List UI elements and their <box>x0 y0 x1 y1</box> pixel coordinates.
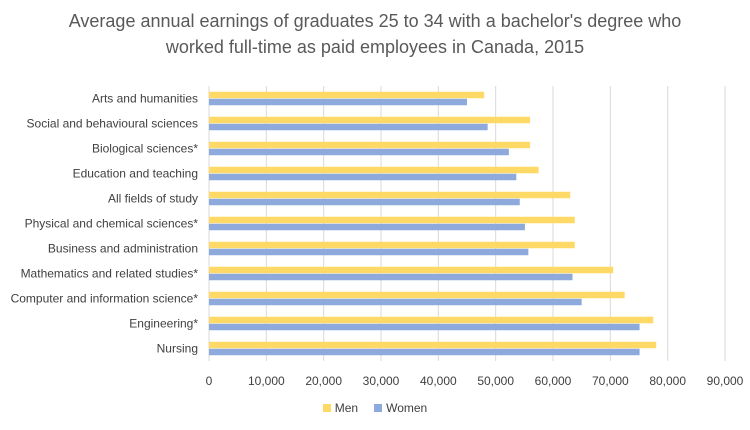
bar-women-8 <box>209 298 582 306</box>
bar-women-1 <box>209 123 488 131</box>
x-tick-label-4: 40,000 <box>420 374 457 388</box>
bar-women-3 <box>209 173 517 181</box>
category-label-6: Business and administration <box>48 242 198 256</box>
x-tick-label-9: 90,000 <box>707 374 744 388</box>
x-tick-label-8: 80,000 <box>649 374 686 388</box>
legend-swatch-men <box>322 404 331 412</box>
bar-men-10 <box>209 341 657 349</box>
bar-men-0 <box>209 91 485 99</box>
bar-women-7 <box>209 273 573 281</box>
bar-women-5 <box>209 223 525 231</box>
legend-swatch-women <box>374 404 383 412</box>
x-tick-label-6: 60,000 <box>535 374 572 388</box>
chart-title: Average annual earnings of graduates 25 … <box>0 8 750 60</box>
legend-item-men: Men <box>322 401 359 415</box>
bar-men-7 <box>209 266 614 274</box>
bar-women-6 <box>209 248 529 256</box>
legend-label-women: Women <box>386 401 428 415</box>
category-label-0: Arts and humanities <box>92 92 198 106</box>
legend-label-men: Men <box>334 401 359 415</box>
x-tick-label-7: 70,000 <box>592 374 629 388</box>
category-label-8: Computer and information science* <box>11 292 199 306</box>
bar-women-9 <box>209 323 640 331</box>
x-tick-label-0: 0 <box>206 374 213 388</box>
category-label-10: Nursing <box>157 342 198 356</box>
bar-men-5 <box>209 216 575 224</box>
legend: Men Women <box>0 401 750 415</box>
category-label-4: All fields of study <box>108 192 198 206</box>
x-tick-label-1: 10,000 <box>248 374 285 388</box>
category-label-9: Engineering* <box>129 317 198 331</box>
chart-title-line-1: Average annual earnings of graduates 25 … <box>68 11 682 31</box>
bar-women-0 <box>209 98 467 106</box>
bar-men-8 <box>209 291 625 299</box>
bar-women-4 <box>209 198 520 206</box>
category-label-2: Biological sciences* <box>92 142 198 156</box>
bar-men-6 <box>209 241 575 249</box>
bar-men-2 <box>209 141 531 149</box>
bar-men-9 <box>209 316 654 324</box>
category-label-1: Social and behavioural sciences <box>27 117 198 131</box>
bar-men-3 <box>209 166 539 174</box>
x-tick-label-3: 30,000 <box>363 374 400 388</box>
bar-women-10 <box>209 348 640 356</box>
chart-title-line-2: worked full-time as paid employees in Ca… <box>165 37 585 57</box>
x-tick-label-2: 20,000 <box>305 374 342 388</box>
bar-men-4 <box>209 191 571 199</box>
bar-women-2 <box>209 148 509 156</box>
legend-item-women: Women <box>374 401 427 415</box>
category-label-3: Education and teaching <box>73 167 198 181</box>
category-label-7: Mathematics and related studies* <box>21 267 199 281</box>
x-tick-label-5: 50,000 <box>477 374 514 388</box>
category-label-5: Physical and chemical sciences* <box>25 217 199 231</box>
bar-men-1 <box>209 116 531 124</box>
